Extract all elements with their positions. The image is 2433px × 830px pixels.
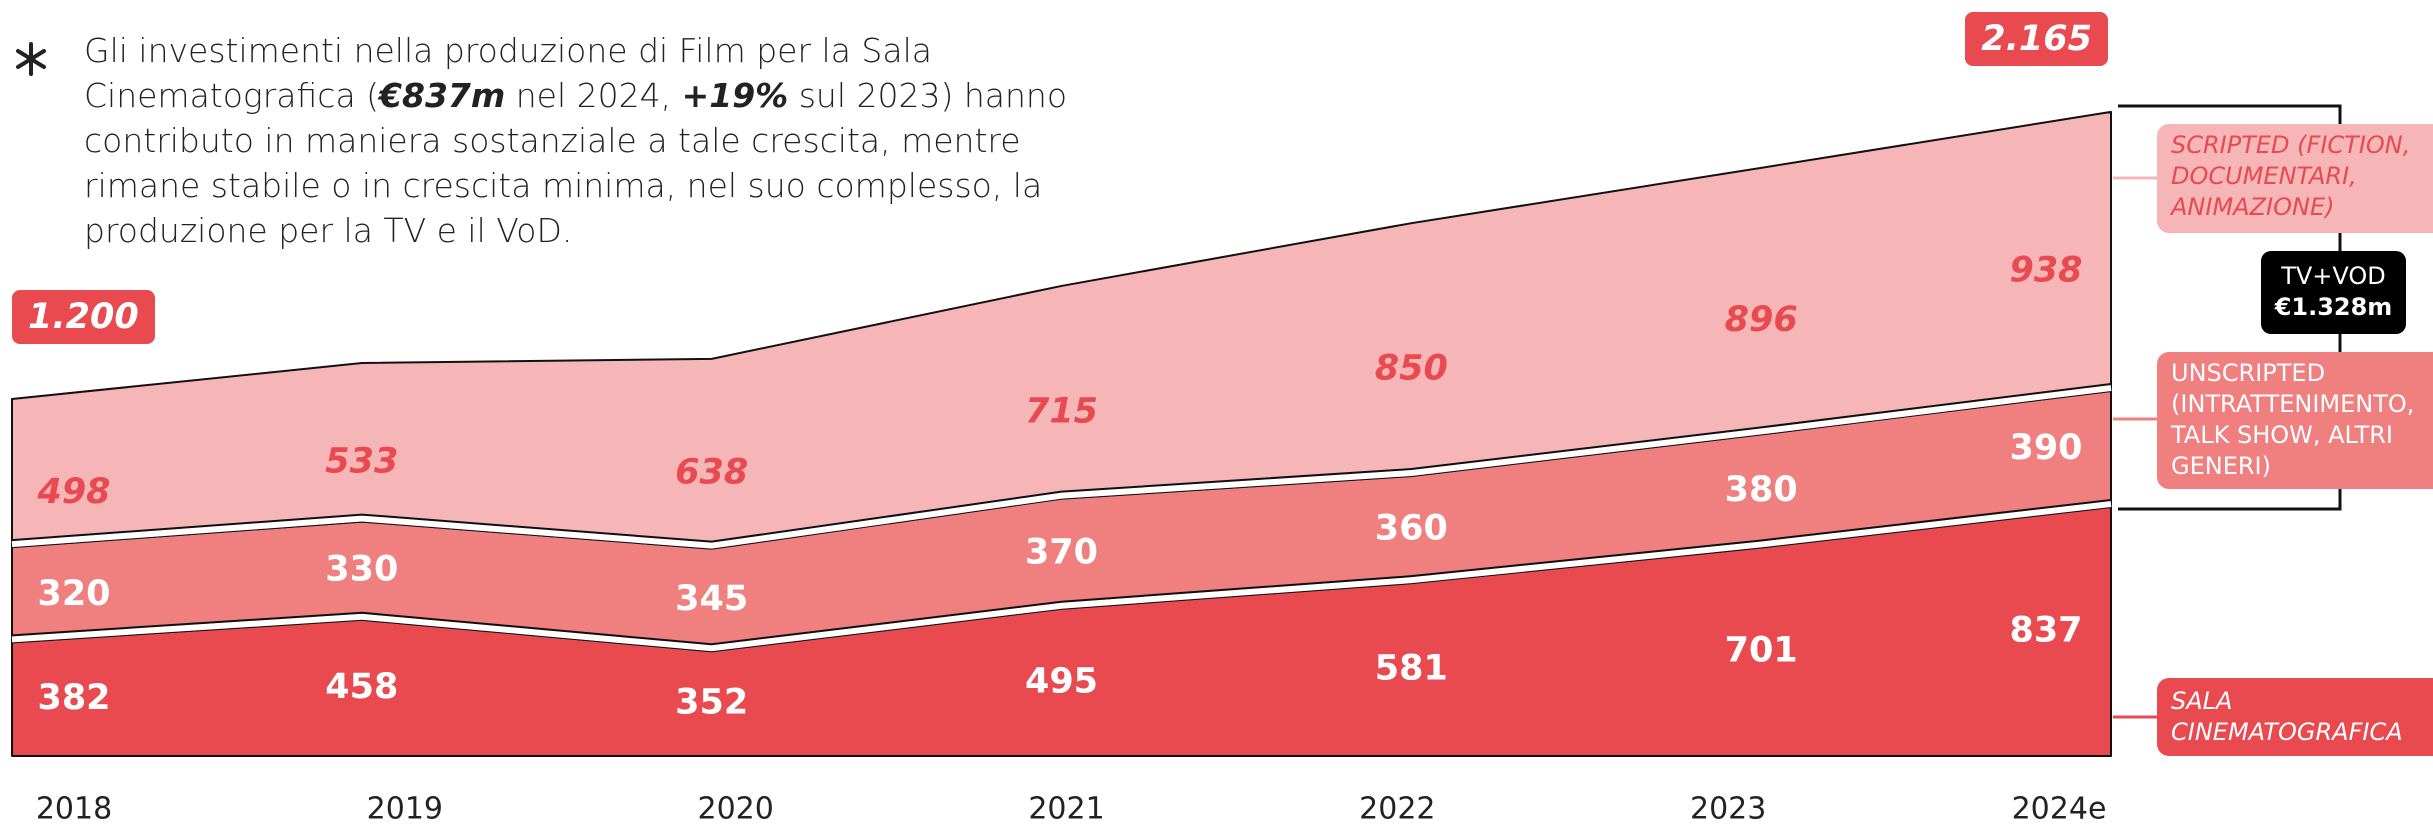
value-label: 715	[1025, 391, 1098, 431]
x-tick-label: 2020	[697, 792, 773, 827]
highlight: €837m	[379, 76, 506, 115]
group-value: €1.328m	[2274, 293, 2393, 321]
value-label: 320	[37, 574, 110, 614]
x-tick-label: 2024e	[2012, 792, 2107, 827]
value-label: 458	[325, 667, 398, 707]
separator	[11, 501, 2112, 652]
separator	[11, 384, 2112, 549]
value-label: 345	[675, 579, 748, 619]
value-label: 360	[1375, 509, 1448, 549]
legend-entry: SALA CINEMATOGRAFICA	[2157, 678, 2433, 756]
value-label: 837	[2009, 610, 2082, 650]
value-label: 638	[675, 453, 748, 493]
group-box: TV+VOD €1.328m	[2261, 251, 2406, 334]
x-tick-label: 2023	[1690, 792, 1766, 827]
x-tick-label: 2022	[1359, 792, 1435, 827]
value-label: 896	[1725, 300, 1798, 340]
legend-entry: SCRIPTED (FICTION, DOCUMENTARI, ANIMAZIO…	[2157, 124, 2433, 233]
x-tick-label: 2019	[367, 792, 443, 827]
separator-edge	[11, 498, 2112, 646]
x-tick-label: 2018	[36, 792, 112, 827]
total-label: 1.200	[12, 290, 155, 344]
value-label: 938	[2009, 250, 2082, 290]
value-label: 352	[675, 683, 748, 723]
value-label: 581	[1375, 649, 1448, 689]
highlight: +19%	[681, 76, 789, 115]
value-label: 495	[1025, 661, 1098, 701]
value-label: 498	[36, 472, 110, 512]
separator-edge	[11, 382, 2112, 543]
value-label: 330	[325, 550, 398, 590]
value-label: 850	[1375, 349, 1448, 389]
legend-entry: UNSCRIPTED (INTRATTENIMENTO, TALK SHOW, …	[2157, 352, 2433, 489]
group-label: TV+VOD	[2281, 262, 2386, 290]
value-label: 701	[1725, 631, 1798, 671]
description: Gli investimenti nella produzione di Fil…	[84, 28, 1084, 253]
text: Gli investimenti nella produzione di Fil…	[84, 31, 932, 115]
value-label: 390	[2009, 428, 2082, 468]
value-label: 380	[1725, 470, 1798, 510]
x-tick-label: 2021	[1028, 792, 1104, 827]
value-label: 370	[1025, 533, 1098, 573]
text: sul 2023) hanno contributo in maniera so…	[84, 76, 1068, 250]
text: nel 2024,	[505, 76, 682, 115]
asterisk-icon	[16, 42, 46, 76]
total-label: 2.165	[1965, 12, 2108, 66]
value-label: 382	[37, 678, 110, 718]
value-label: 533	[325, 441, 398, 481]
